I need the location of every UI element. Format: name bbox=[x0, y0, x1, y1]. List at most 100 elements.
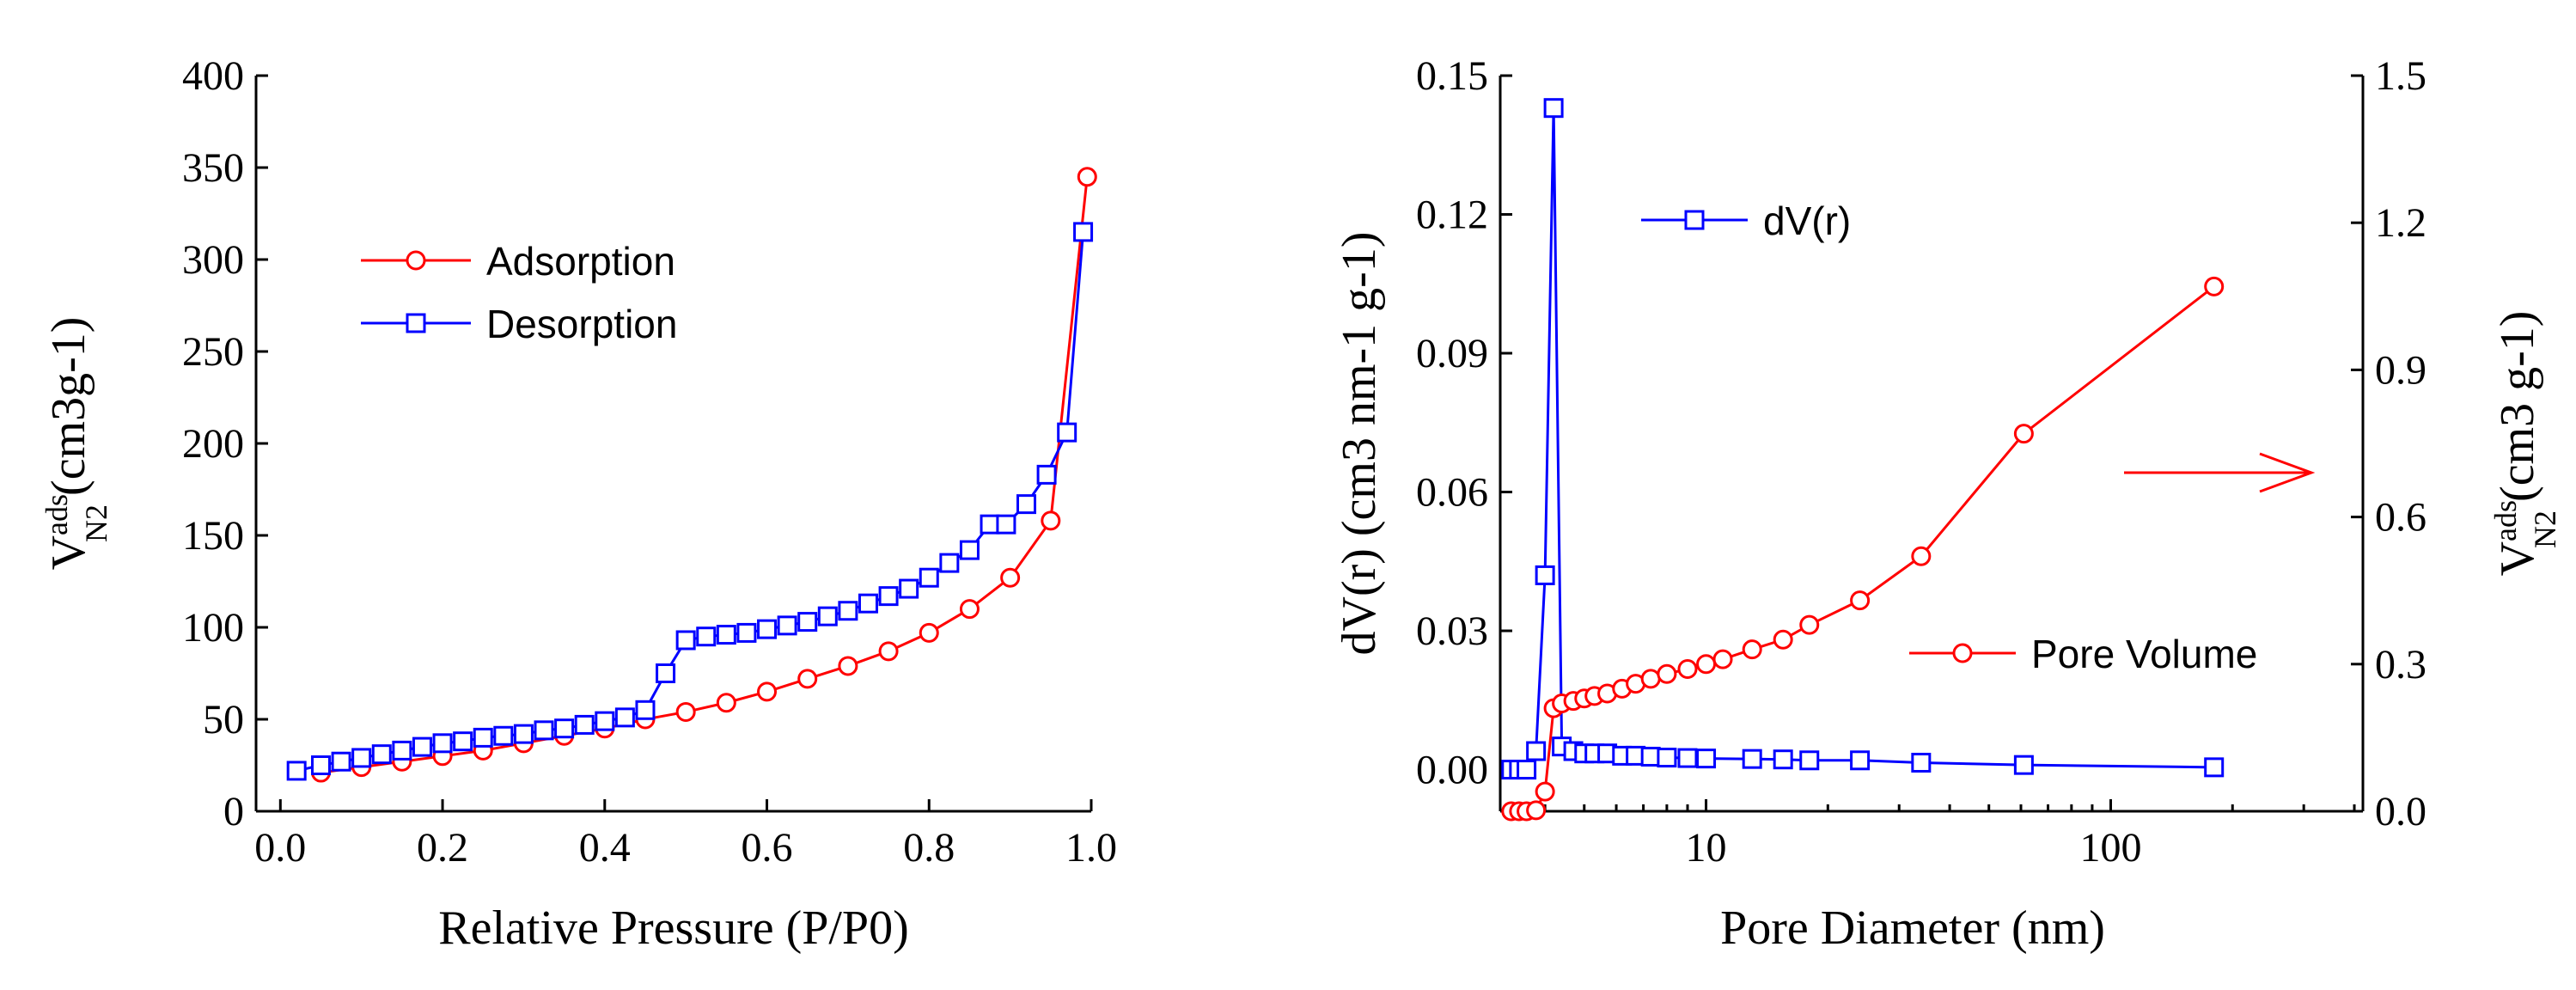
adsorption-point bbox=[838, 656, 858, 676]
adsorption-point bbox=[1077, 167, 1097, 187]
dv-point bbox=[1799, 750, 1820, 771]
dv-point bbox=[1535, 565, 1555, 585]
legend-desorption-label: Desorption bbox=[486, 302, 677, 346]
left-chart-legend: Adsorption Desorption bbox=[361, 239, 677, 346]
pore-volume-point bbox=[2013, 424, 2034, 444]
desorption-point bbox=[286, 761, 307, 781]
desorption-point bbox=[1057, 422, 1077, 443]
dv-point bbox=[1640, 746, 1661, 767]
left-x-tick-label: 0.2 bbox=[417, 825, 468, 871]
right-chart-right-tick-label: 1.5 bbox=[2375, 53, 2426, 99]
pore-volume-point bbox=[1850, 590, 1871, 611]
dv-point bbox=[1657, 748, 1677, 768]
right-chart-left-tick-label: 0.15 bbox=[1416, 53, 1488, 99]
desorption-point bbox=[513, 724, 534, 744]
desorption-point bbox=[996, 514, 1016, 535]
desorption-point bbox=[1073, 222, 1094, 242]
pore-volume-point bbox=[1773, 629, 1793, 650]
desorption-point bbox=[858, 593, 878, 614]
desorption-line bbox=[296, 231, 1085, 773]
desorption-point bbox=[473, 727, 493, 748]
desorption-point bbox=[757, 619, 778, 639]
adsorption-point bbox=[797, 669, 818, 689]
adsorption-point bbox=[675, 701, 696, 722]
desorption-point bbox=[675, 630, 696, 651]
right-chart-right-tick-label: 1.2 bbox=[2375, 200, 2426, 246]
left-x-tick-label: 0.6 bbox=[742, 825, 793, 871]
pore-volume-point bbox=[1657, 663, 1677, 684]
desorption-point bbox=[371, 744, 392, 765]
dv-point bbox=[2013, 755, 2034, 775]
desorption-point bbox=[797, 612, 818, 632]
dv-point bbox=[1677, 748, 1698, 768]
pore-volume-point bbox=[1911, 546, 1932, 566]
adsorption-point bbox=[716, 693, 736, 713]
right-x-tick-label: 100 bbox=[2079, 825, 2141, 871]
right-chart-left-tick-label: 0.06 bbox=[1416, 470, 1488, 516]
dv-point bbox=[1773, 749, 1793, 770]
desorption-point bbox=[595, 711, 615, 731]
desorption-point bbox=[614, 707, 635, 728]
pore-volume-point bbox=[1742, 639, 1762, 660]
desorption-point bbox=[878, 586, 899, 607]
left-y-tick-label: 300 bbox=[182, 237, 244, 283]
dv-point bbox=[1526, 741, 1547, 761]
pore-distribution-chart: 0.00 0.03 0.06 0.09 0.12 0.15 0.0 0.3 0.6 0.9 1.2… bbox=[1333, 53, 2562, 955]
desorption-point bbox=[959, 540, 980, 560]
desorption-point bbox=[736, 622, 757, 643]
desorption-point bbox=[351, 748, 372, 768]
desorption-point bbox=[777, 615, 797, 636]
desorption-point bbox=[716, 625, 736, 645]
desorption-point bbox=[696, 626, 717, 647]
left-chart-y-label: Vads N2(cm3g-1) bbox=[40, 317, 113, 571]
desorption-point bbox=[817, 606, 838, 626]
right-chart-right-y-label: Vads N2(cm3 g-1) bbox=[2488, 311, 2562, 577]
dv-point bbox=[1911, 752, 1932, 773]
left-x-tick-label: 0.8 bbox=[903, 825, 955, 871]
legend-adsorption-marker bbox=[406, 250, 426, 271]
pore-volume-point bbox=[1799, 614, 1820, 635]
pore-volume-point bbox=[1535, 781, 1555, 802]
desorption-point bbox=[1036, 464, 1057, 485]
desorption-point bbox=[554, 718, 575, 739]
right-chart-left-tick-label: 0.09 bbox=[1416, 331, 1488, 376]
left-y-tick-label: 350 bbox=[182, 145, 244, 191]
left-x-tick-label: 1.0 bbox=[1065, 825, 1117, 871]
adsorption-line bbox=[320, 176, 1089, 774]
desorption-point bbox=[432, 733, 453, 754]
pore-volume-line bbox=[1511, 285, 2215, 813]
left-y-tick-label: 100 bbox=[182, 605, 244, 651]
left-chart-x-label: Relative Pressure (P/P0) bbox=[438, 901, 908, 955]
right-chart-right-tick-label: 0.9 bbox=[2375, 347, 2426, 393]
left-y-tick-label: 200 bbox=[182, 421, 244, 467]
adsorption-point bbox=[919, 622, 939, 643]
desorption-point bbox=[656, 663, 676, 683]
right-axis-arrow-annotation bbox=[2124, 452, 2316, 493]
dv-point bbox=[1543, 98, 1564, 119]
right-chart-right-tick-label: 0.3 bbox=[2375, 642, 2426, 688]
pore-volume-point bbox=[1640, 669, 1661, 689]
desorption-point bbox=[980, 514, 1000, 535]
right-x-tick-label: 10 bbox=[1686, 825, 1727, 871]
desorption-point bbox=[899, 578, 919, 599]
desorption-point bbox=[939, 553, 960, 573]
adsorption-point bbox=[959, 599, 980, 620]
right-chart-legend-dv: dV(r) bbox=[1641, 199, 1851, 243]
adsorption-point bbox=[757, 681, 778, 702]
desorption-point bbox=[392, 740, 412, 761]
desorption-point bbox=[310, 755, 331, 775]
desorption-point bbox=[635, 700, 656, 720]
right-chart-x-label: Pore Diameter (nm) bbox=[1720, 901, 2105, 955]
dv-point bbox=[1742, 749, 1762, 769]
legend-dv-marker bbox=[1684, 210, 1705, 230]
left-y-tick-label: 150 bbox=[182, 513, 244, 559]
left-y-tick-label: 50 bbox=[203, 697, 244, 742]
dv-point bbox=[2204, 757, 2225, 778]
legend-pore-volume-marker bbox=[1952, 643, 1973, 663]
desorption-point bbox=[453, 731, 473, 752]
desorption-point bbox=[331, 751, 351, 772]
adsorption-point bbox=[1041, 510, 1061, 531]
dv-point bbox=[1850, 750, 1871, 771]
